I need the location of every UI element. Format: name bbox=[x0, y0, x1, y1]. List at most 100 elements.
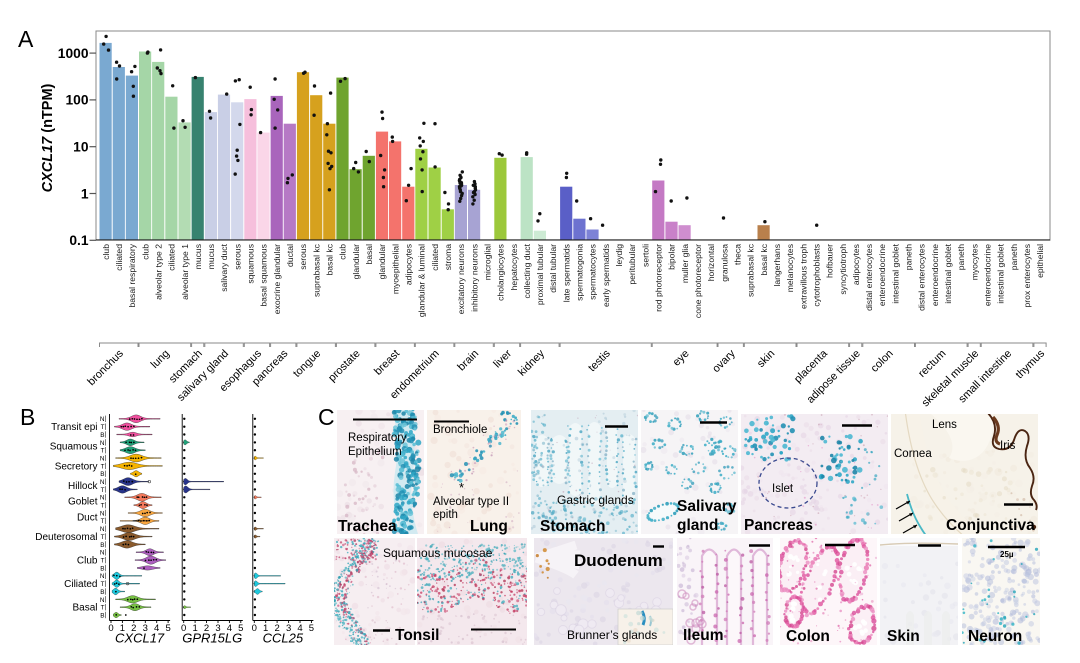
svg-text:kidney: kidney bbox=[516, 347, 547, 378]
svg-text:1: 1 bbox=[263, 623, 268, 634]
svg-text:25µ: 25µ bbox=[1000, 550, 1014, 559]
svg-text:intestinal goblet: intestinal goblet bbox=[996, 243, 1006, 303]
svg-text:T: T bbox=[101, 448, 105, 455]
svg-text:distal enterocytes: distal enterocytes bbox=[864, 244, 874, 311]
svg-text:adipocytes: adipocytes bbox=[404, 244, 414, 285]
svg-text:microglial: microglial bbox=[482, 244, 492, 280]
svg-text:suprabasal kc: suprabasal kc bbox=[311, 243, 321, 297]
svg-text:proximal tubular: proximal tubular bbox=[535, 244, 545, 305]
svg-text:basal kc: basal kc bbox=[759, 243, 769, 275]
svg-text:serous: serous bbox=[298, 244, 308, 270]
svg-text:sertoli: sertoli bbox=[640, 244, 650, 267]
svg-text:bipolar: bipolar bbox=[667, 244, 677, 270]
svg-text:melanocytes: melanocytes bbox=[785, 244, 795, 292]
svg-text:excitatory neurons: excitatory neurons bbox=[456, 244, 466, 314]
svg-text:Squamous mucosae: Squamous mucosae bbox=[383, 546, 493, 560]
svg-text:ciliated: ciliated bbox=[167, 244, 177, 271]
svg-text:1: 1 bbox=[120, 623, 125, 634]
svg-text:Secretory: Secretory bbox=[55, 461, 98, 472]
svg-text:Transit epi: Transit epi bbox=[51, 422, 97, 433]
svg-text:Gastric glands: Gastric glands bbox=[557, 493, 634, 507]
svg-text:4: 4 bbox=[227, 623, 232, 634]
svg-text:rod photoreceptor: rod photoreceptor bbox=[654, 244, 664, 312]
svg-text:club: club bbox=[338, 244, 348, 260]
svg-text:myocytes: myocytes bbox=[969, 244, 979, 280]
svg-text:Bronchiole: Bronchiole bbox=[433, 424, 487, 436]
svg-text:ovary: ovary bbox=[710, 347, 738, 375]
svg-text:mucus: mucus bbox=[193, 244, 203, 269]
svg-text:Stomach: Stomach bbox=[540, 518, 605, 535]
svg-text:Skin: Skin bbox=[887, 628, 920, 645]
svg-text:T: T bbox=[101, 534, 105, 541]
svg-text:Respiratory: Respiratory bbox=[348, 432, 407, 444]
svg-text:10: 10 bbox=[73, 140, 89, 155]
svg-text:2: 2 bbox=[131, 623, 136, 634]
svg-text:3: 3 bbox=[286, 623, 291, 634]
svg-text:colon: colon bbox=[869, 348, 896, 375]
svg-text:tongue: tongue bbox=[291, 348, 323, 380]
svg-text:gland: gland bbox=[677, 517, 718, 534]
svg-text:late spermatids: late spermatids bbox=[561, 244, 571, 302]
svg-text:Salivary: Salivary bbox=[677, 498, 737, 515]
svg-text:Basal: Basal bbox=[72, 603, 97, 614]
svg-text:A: A bbox=[18, 26, 34, 52]
svg-text:N: N bbox=[100, 526, 105, 533]
svg-text:N: N bbox=[100, 479, 105, 486]
svg-text:enteroendocrine: enteroendocrine bbox=[877, 244, 887, 306]
svg-text:spermatogonia: spermatogonia bbox=[575, 244, 585, 301]
svg-text:Deuterosomal: Deuterosomal bbox=[35, 532, 97, 543]
svg-text:Iris: Iris bbox=[1000, 440, 1016, 452]
svg-text:paneth: paneth bbox=[904, 244, 914, 271]
svg-text:2: 2 bbox=[204, 623, 209, 634]
svg-text:squamous: squamous bbox=[246, 244, 256, 284]
svg-text:1: 1 bbox=[81, 186, 89, 201]
svg-text:basal kc: basal kc bbox=[325, 243, 335, 275]
svg-text:ciliated: ciliated bbox=[114, 244, 124, 271]
svg-text:horizontal: horizontal bbox=[706, 244, 716, 281]
svg-text:3: 3 bbox=[215, 623, 220, 634]
svg-text:B: B bbox=[100, 542, 104, 549]
svg-text:bronchus: bronchus bbox=[85, 347, 126, 388]
svg-text:paneth: paneth bbox=[1009, 244, 1019, 271]
svg-text:Squamous: Squamous bbox=[50, 442, 98, 453]
svg-text:B: B bbox=[20, 404, 35, 430]
svg-text:rectum: rectum bbox=[916, 348, 948, 380]
svg-text:alveolar type 2: alveolar type 2 bbox=[153, 244, 163, 300]
svg-text:epith: epith bbox=[433, 509, 458, 521]
svg-text:Neuron: Neuron bbox=[968, 628, 1022, 645]
svg-text:Club: Club bbox=[77, 556, 98, 567]
svg-text:N: N bbox=[100, 597, 105, 604]
svg-text:theca: theca bbox=[733, 244, 743, 265]
svg-text:hepatocytes: hepatocytes bbox=[509, 244, 519, 290]
svg-text:2: 2 bbox=[274, 623, 279, 634]
svg-text:basal respiratory: basal respiratory bbox=[127, 243, 137, 307]
svg-text:intestinal goblet: intestinal goblet bbox=[890, 243, 900, 303]
svg-text:*: * bbox=[459, 480, 464, 495]
svg-text:basal squamous: basal squamous bbox=[259, 244, 269, 307]
svg-text:prox enterocytes: prox enterocytes bbox=[1022, 244, 1032, 308]
svg-text:1: 1 bbox=[192, 623, 197, 634]
svg-text:B: B bbox=[100, 432, 104, 439]
svg-text:T: T bbox=[101, 487, 105, 494]
svg-text:thymus: thymus bbox=[1014, 347, 1048, 381]
svg-text:enteroendocrine: enteroendocrine bbox=[930, 244, 940, 306]
svg-text:4: 4 bbox=[297, 623, 302, 634]
svg-text:prostate: prostate bbox=[326, 348, 363, 385]
svg-text:paneth: paneth bbox=[956, 244, 966, 271]
svg-text:salivary duct: salivary duct bbox=[219, 243, 229, 291]
svg-text:myoepithelial: myoepithelial bbox=[390, 244, 400, 294]
svg-text:hofbauer: hofbauer bbox=[825, 244, 835, 278]
svg-text:inhibitory neurons: inhibitory neurons bbox=[469, 244, 479, 312]
svg-text:early spermatids: early spermatids bbox=[601, 244, 611, 307]
svg-text:glandular: glandular bbox=[351, 244, 361, 279]
svg-text:intestinal goblet: intestinal goblet bbox=[943, 243, 953, 303]
svg-text:GPR15LG: GPR15LG bbox=[182, 631, 242, 646]
svg-text:5: 5 bbox=[309, 623, 314, 634]
svg-text:0.1: 0.1 bbox=[69, 233, 89, 248]
svg-text:0: 0 bbox=[252, 623, 257, 634]
svg-text:eye: eye bbox=[671, 348, 692, 369]
svg-text:100: 100 bbox=[65, 93, 88, 108]
svg-text:Trachea: Trachea bbox=[338, 518, 397, 535]
svg-text:N: N bbox=[100, 416, 105, 423]
svg-text:exocrine glandular: exocrine glandular bbox=[272, 244, 282, 314]
